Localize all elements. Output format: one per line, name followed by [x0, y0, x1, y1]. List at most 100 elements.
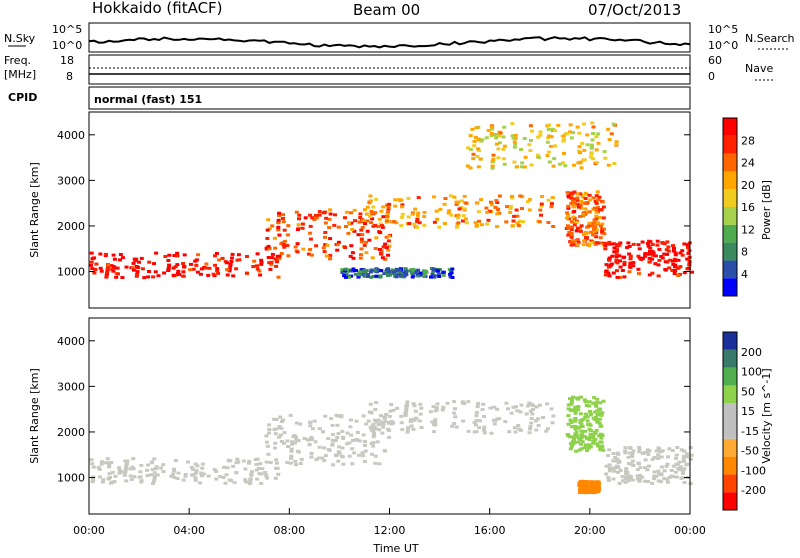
velocity-cell-1: [323, 414, 328, 418]
power-cell-6: [486, 128, 491, 132]
colorbar-tick-label: 100: [741, 366, 762, 379]
velocity-cell-3: [573, 427, 578, 431]
velocity-cell-4: [646, 452, 651, 456]
power-cell-6: [472, 144, 477, 148]
power-cell-3: [568, 191, 573, 195]
velocity-cell-0: [172, 476, 177, 479]
power-cell-5: [369, 275, 374, 279]
velocity-cell-2: [518, 410, 523, 414]
velocity-cell-2: [477, 426, 482, 430]
colorbar-swatch: [723, 260, 737, 279]
velocity-cell-0: [189, 466, 194, 469]
power-cell-4: [615, 261, 620, 265]
velocity-cell-1: [382, 449, 387, 453]
power-cell-0: [154, 251, 159, 255]
velocity-cell-0: [107, 465, 111, 469]
power-cell-6: [536, 135, 541, 139]
velocity-cell-4: [608, 469, 613, 473]
velocity-cell-1: [360, 451, 365, 455]
power-cell-0: [189, 262, 193, 266]
velocity-cell-2: [481, 402, 486, 406]
velocity-cell-2: [466, 429, 471, 433]
power-cell-4: [622, 263, 627, 267]
velocity-cell-0: [224, 473, 229, 477]
power-cell-0: [270, 252, 275, 256]
velocity-cell-1: [273, 441, 278, 445]
colorbar-swatch: [723, 224, 737, 243]
velocity-cell-3: [578, 420, 583, 424]
velocity-cell-2: [419, 426, 424, 429]
power-cell-1: [323, 235, 327, 239]
power-cell-0: [146, 275, 151, 279]
velocity-cell-1: [320, 456, 325, 460]
power-cell-1: [279, 242, 284, 246]
velocity-cell-3: [566, 434, 571, 438]
velocity-cell-0: [249, 473, 254, 477]
power-cell-6: [546, 150, 551, 154]
power-cell-2: [400, 205, 404, 209]
x-tick-label: 00:00: [73, 524, 105, 537]
velocity-cell-4: [682, 449, 687, 453]
power-cell-4: [680, 253, 685, 257]
power-cell-0: [215, 267, 220, 271]
velocity-cell-0: [195, 464, 200, 468]
power-cell-2: [508, 204, 513, 208]
power-cell-4: [615, 269, 619, 273]
velocity-cell-3: [568, 403, 573, 406]
power-cell-4: [610, 254, 615, 258]
power-cell-0: [257, 269, 262, 273]
power-cell-6: [468, 166, 473, 170]
power-cell-0: [259, 258, 264, 262]
velocity-cell-1: [266, 452, 271, 456]
velocity-cell-4: [679, 448, 684, 452]
power-cell-2: [410, 212, 415, 216]
power-cell-1: [328, 212, 333, 216]
power-cell-3: [575, 220, 580, 224]
power-cell-5: [429, 267, 434, 270]
velocity-cell-3: [584, 412, 588, 416]
power-cell-4: [614, 255, 619, 258]
velocity-ylabel: Slant Range [km]: [28, 368, 41, 464]
velocity-cell-0: [149, 473, 154, 477]
velocity-colorbar-label: Velocity [m s^-1]: [760, 368, 773, 463]
power-cell-2: [508, 210, 513, 214]
velocity-cell-0: [124, 463, 129, 467]
power-cell-2: [385, 214, 390, 218]
velocity-cell-0: [181, 478, 186, 482]
power-cell-0: [92, 271, 97, 275]
velocity-cell-2: [368, 402, 373, 406]
power-cell-3: [593, 242, 598, 246]
velocity-cell-4: [621, 479, 625, 483]
velocity-cell-1: [317, 445, 322, 449]
velocity-cell-4: [688, 457, 693, 461]
power-cell-6: [535, 153, 540, 157]
velocity-cell-4: [656, 453, 661, 457]
power-cell-6: [576, 161, 581, 165]
velocity-cell-3: [584, 404, 589, 407]
velocity-cell-4: [637, 447, 642, 451]
velocity-cell-1: [336, 450, 341, 454]
power-cell-3: [601, 205, 606, 209]
power-cell-6: [548, 144, 553, 148]
velocity-cell-3: [595, 409, 599, 413]
power-cell-6: [549, 135, 554, 139]
velocity-cell-2: [541, 416, 545, 419]
velocity-cell-1: [387, 435, 392, 439]
velocity-cell-3: [587, 435, 592, 439]
power-cell-0: [110, 267, 115, 271]
power-cell-2: [540, 195, 545, 198]
power-cell-3: [570, 243, 575, 247]
power-cell-1: [276, 228, 281, 232]
nsearch-label: N.Search: [745, 32, 795, 45]
power-cell-6: [553, 144, 557, 148]
power-cell-3: [590, 224, 595, 228]
velocity-cell-1: [361, 454, 366, 458]
power-cell-2: [415, 225, 419, 229]
velocity-cell-0: [193, 478, 198, 482]
power-cell-0: [104, 274, 109, 278]
power-cell-5: [388, 273, 393, 277]
velocity-cell-4: [643, 458, 648, 462]
velocity-cell-1: [322, 446, 327, 450]
velocity-cell-2: [536, 424, 541, 427]
velocity-cell-2: [537, 403, 542, 407]
